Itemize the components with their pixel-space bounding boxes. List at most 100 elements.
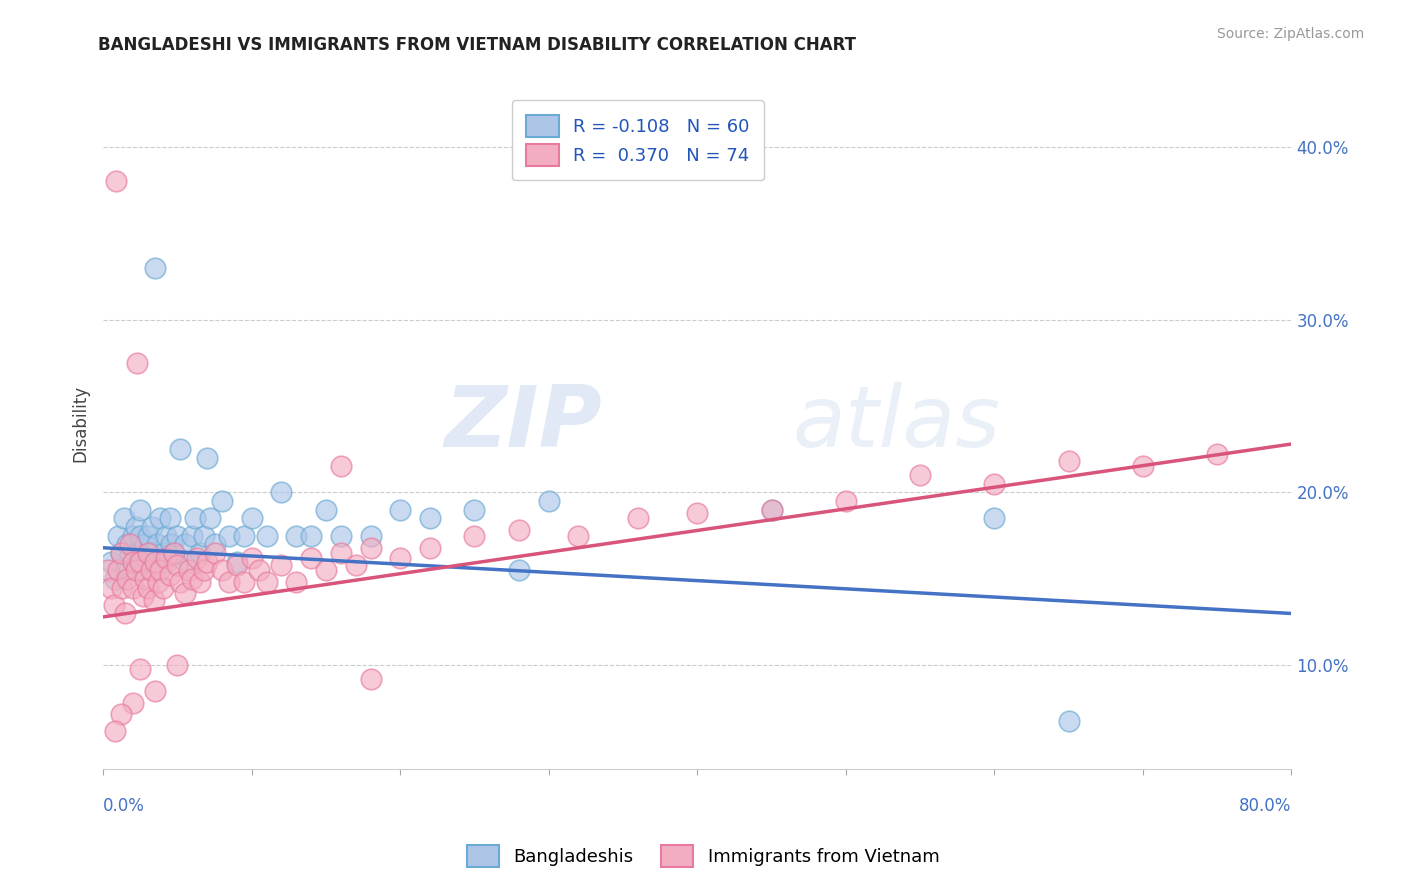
Point bbox=[105, 174, 128, 188]
Point bbox=[139, 563, 162, 577]
Point bbox=[240, 551, 263, 566]
Point bbox=[225, 555, 247, 569]
Point bbox=[111, 581, 134, 595]
Point bbox=[159, 568, 181, 582]
Point bbox=[125, 520, 148, 534]
Point bbox=[169, 442, 191, 457]
Point bbox=[97, 563, 120, 577]
Point bbox=[211, 563, 233, 577]
Point bbox=[169, 575, 191, 590]
Point bbox=[163, 546, 186, 560]
Point bbox=[983, 511, 1005, 525]
Point bbox=[110, 706, 132, 721]
Point bbox=[136, 581, 159, 595]
Point bbox=[143, 684, 166, 698]
Point bbox=[188, 575, 211, 590]
Point bbox=[1057, 454, 1080, 468]
Point bbox=[145, 537, 167, 551]
Point bbox=[211, 494, 233, 508]
Point bbox=[110, 546, 132, 560]
Point bbox=[1206, 447, 1229, 461]
Point bbox=[218, 529, 240, 543]
Point bbox=[163, 546, 186, 560]
Text: ZIP: ZIP bbox=[444, 382, 602, 465]
Text: 0.0%: 0.0% bbox=[103, 797, 145, 814]
Text: Source: ZipAtlas.com: Source: ZipAtlas.com bbox=[1216, 27, 1364, 41]
Point bbox=[134, 537, 156, 551]
Point bbox=[285, 529, 308, 543]
Point bbox=[166, 658, 188, 673]
Legend: Bangladeshis, Immigrants from Vietnam: Bangladeshis, Immigrants from Vietnam bbox=[460, 838, 946, 874]
Point bbox=[835, 494, 858, 508]
Point bbox=[179, 563, 201, 577]
Point bbox=[299, 529, 322, 543]
Point bbox=[761, 502, 783, 516]
Point bbox=[100, 555, 122, 569]
Point bbox=[173, 585, 195, 599]
Point bbox=[240, 511, 263, 525]
Point bbox=[186, 551, 208, 566]
Point bbox=[908, 468, 931, 483]
Point bbox=[195, 450, 218, 465]
Point bbox=[329, 459, 352, 474]
Point bbox=[139, 546, 162, 560]
Point bbox=[181, 572, 204, 586]
Point bbox=[136, 529, 159, 543]
Point bbox=[152, 546, 174, 560]
Point bbox=[198, 511, 221, 525]
Point bbox=[195, 555, 218, 569]
Point bbox=[121, 555, 143, 569]
Point bbox=[419, 511, 441, 525]
Point bbox=[160, 537, 183, 551]
Point bbox=[233, 529, 256, 543]
Point bbox=[360, 672, 382, 686]
Point bbox=[193, 563, 215, 577]
Point bbox=[166, 529, 188, 543]
Point bbox=[129, 529, 152, 543]
Point bbox=[129, 502, 152, 516]
Y-axis label: Disability: Disability bbox=[72, 384, 89, 462]
Point bbox=[247, 563, 270, 577]
Point bbox=[121, 555, 143, 569]
Point bbox=[204, 537, 226, 551]
Point bbox=[329, 529, 352, 543]
Point bbox=[129, 555, 152, 569]
Point bbox=[155, 551, 177, 566]
Point bbox=[132, 589, 155, 603]
Point bbox=[184, 511, 207, 525]
Point bbox=[299, 551, 322, 566]
Point bbox=[173, 537, 195, 551]
Point bbox=[141, 520, 163, 534]
Point bbox=[225, 558, 247, 572]
Point bbox=[159, 511, 181, 525]
Point bbox=[360, 541, 382, 555]
Point bbox=[627, 511, 650, 525]
Legend: R = -0.108   N = 60, R =  0.370   N = 74: R = -0.108 N = 60, R = 0.370 N = 74 bbox=[512, 100, 763, 180]
Point bbox=[112, 511, 135, 525]
Point bbox=[148, 511, 170, 525]
Point bbox=[110, 546, 132, 560]
Point bbox=[463, 502, 485, 516]
Point bbox=[181, 529, 204, 543]
Point bbox=[508, 524, 530, 538]
Point bbox=[114, 607, 136, 621]
Point bbox=[179, 555, 201, 569]
Point bbox=[104, 572, 127, 586]
Point bbox=[761, 502, 783, 516]
Point bbox=[315, 502, 337, 516]
Point bbox=[121, 581, 143, 595]
Point bbox=[315, 563, 337, 577]
Point bbox=[127, 356, 149, 370]
Point bbox=[143, 555, 166, 569]
Point bbox=[152, 581, 174, 595]
Point bbox=[389, 502, 412, 516]
Point bbox=[193, 529, 215, 543]
Point bbox=[134, 572, 156, 586]
Text: 80.0%: 80.0% bbox=[1239, 797, 1292, 814]
Point bbox=[1132, 459, 1154, 474]
Point bbox=[143, 260, 166, 275]
Point bbox=[463, 529, 485, 543]
Point bbox=[329, 546, 352, 560]
Point bbox=[567, 529, 589, 543]
Point bbox=[983, 476, 1005, 491]
